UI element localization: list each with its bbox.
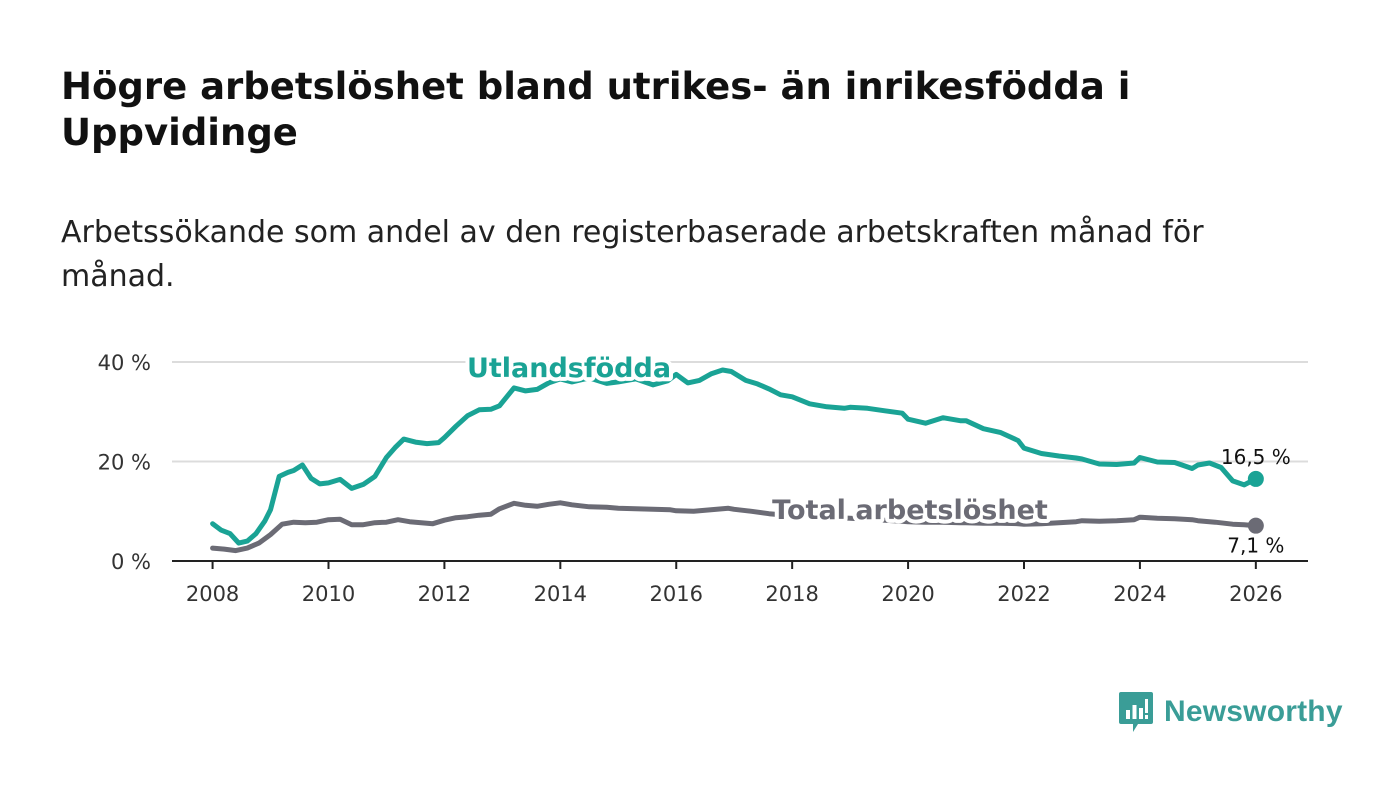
chart-title: Högre arbetslöshet bland utrikes- än inr…: [61, 65, 1131, 154]
y-tick-label: 20 %: [98, 451, 151, 475]
x-tick-label: 2024: [1113, 582, 1166, 606]
chart-subtitle: Arbetssökande som andel av den registerb…: [61, 215, 1204, 294]
series-endpoint: [1247, 470, 1264, 487]
newsworthy-logo: Newsworthy: [1118, 690, 1343, 734]
end-value-label: 7,1 %: [1227, 534, 1284, 558]
line-chart: 0 % 20 % 40 % 2008 2010 2012 2014 2016 2018 2020 2…: [98, 349, 1308, 606]
series-name-label: Utlandsfödda: [467, 353, 671, 384]
newsworthy-logo-icon: [1119, 692, 1153, 732]
y-tick-label: 0 %: [111, 550, 151, 574]
x-tick-label: 2026: [1229, 582, 1282, 606]
x-tick-label: 2010: [302, 582, 355, 606]
x-tick-label: 2022: [997, 582, 1050, 606]
series-line-total: [210, 500, 1259, 554]
end-value-label: 16,5 %: [1221, 445, 1291, 469]
series-endpoint: [1247, 517, 1264, 534]
x-tick-label: 2016: [650, 582, 703, 606]
x-tick-label: 2014: [534, 582, 587, 606]
y-tick-label: 40 %: [98, 351, 151, 375]
series-line-utlandsfodda: [210, 367, 1259, 546]
x-tick-label: 2020: [881, 582, 934, 606]
x-tick-label: 2008: [186, 582, 239, 606]
x-tick-label: 2012: [418, 582, 471, 606]
brand-name: Newsworthy: [1164, 695, 1343, 728]
x-tick-label: 2018: [765, 582, 818, 606]
series-name-label: Total arbetslöshet: [772, 495, 1048, 526]
